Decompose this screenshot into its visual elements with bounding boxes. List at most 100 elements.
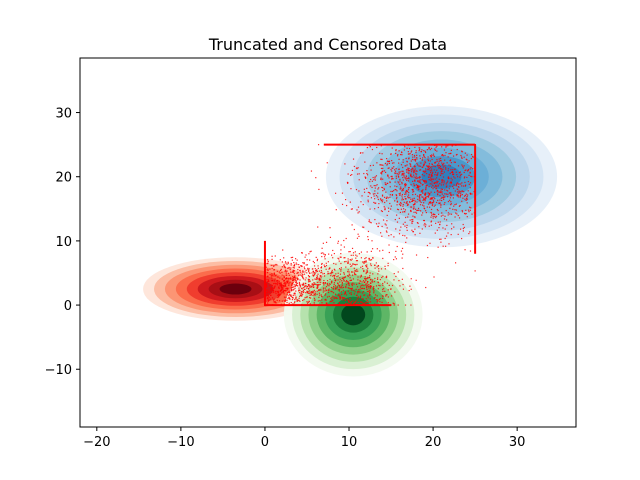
scatter-point <box>431 183 433 185</box>
scatter-point <box>394 256 396 258</box>
scatter-point <box>420 201 422 204</box>
scatter-point <box>329 278 331 281</box>
scatter-point <box>278 296 280 298</box>
scatter-point <box>454 216 456 218</box>
scatter-point <box>464 152 466 154</box>
scatter-point <box>381 186 383 188</box>
scatter-point <box>292 282 294 284</box>
scatter-point <box>370 185 372 187</box>
scatter-point <box>369 181 371 183</box>
scatter-point <box>374 187 376 189</box>
scatter-point <box>463 212 466 215</box>
scatter-point <box>430 220 433 222</box>
scatter-point <box>331 254 333 256</box>
scatter-point <box>294 277 296 279</box>
scatter-point <box>339 273 342 275</box>
scatter-point <box>307 281 310 283</box>
scatter-point <box>441 196 443 199</box>
scatter-point <box>302 278 305 280</box>
scatter-point <box>405 177 407 179</box>
scatter-point <box>447 190 449 192</box>
scatter-point <box>299 274 301 276</box>
scatter-point <box>341 277 344 279</box>
scatter-point <box>430 177 432 179</box>
scatter-point <box>331 296 333 299</box>
scatter-point <box>392 178 394 180</box>
scatter-point <box>306 296 308 298</box>
scatter-point <box>266 294 268 296</box>
scatter-point <box>318 281 320 283</box>
scatter-point <box>339 279 341 281</box>
scatter-point <box>305 296 308 298</box>
scatter-point <box>318 289 321 291</box>
scatter-point <box>364 278 366 280</box>
scatter-point <box>350 188 352 190</box>
scatter-point <box>343 273 345 275</box>
scatter-point <box>285 270 287 272</box>
scatter-point <box>313 271 315 274</box>
scatter-point <box>341 281 343 284</box>
scatter-point <box>285 296 287 298</box>
scatter-point <box>402 211 404 213</box>
scatter-point <box>276 283 278 285</box>
scatter-point <box>336 275 338 278</box>
scatter-point <box>432 185 434 187</box>
scatter-point <box>433 201 435 203</box>
scatter-point <box>458 186 460 188</box>
scatter-point <box>274 282 276 285</box>
scatter-point <box>295 296 297 298</box>
scatter-point <box>426 185 428 187</box>
scatter-point <box>399 192 402 194</box>
scatter-point <box>273 298 275 300</box>
scatter-point <box>346 281 348 283</box>
scatter-point <box>274 301 276 304</box>
scatter-point <box>402 179 404 181</box>
scatter-point <box>368 257 370 260</box>
scatter-point <box>357 206 360 208</box>
scatter-point <box>370 279 372 281</box>
scatter-point <box>315 269 318 272</box>
scatter-point <box>438 160 440 162</box>
scatter-point <box>348 273 350 275</box>
scatter-point <box>328 295 330 298</box>
scatter-point <box>349 263 351 265</box>
scatter-point <box>424 171 426 174</box>
scatter-point <box>291 297 294 299</box>
scatter-point <box>303 288 305 291</box>
scatter-point <box>287 261 289 263</box>
scatter-point <box>286 263 288 265</box>
scatter-point <box>382 275 384 277</box>
scatter-point <box>278 271 280 273</box>
scatter-point <box>366 299 368 301</box>
y-tick-label: −10 <box>45 363 72 378</box>
scatter-point <box>349 259 351 261</box>
scatter-point <box>424 222 426 225</box>
scatter-point <box>267 289 269 291</box>
scatter-point <box>295 297 297 300</box>
scatter-point <box>343 261 346 263</box>
scatter-point <box>344 163 346 165</box>
scatter-point <box>390 295 393 297</box>
scatter-point <box>296 272 298 274</box>
scatter-point <box>347 283 349 285</box>
scatter-point <box>418 226 420 228</box>
scatter-point <box>352 263 354 265</box>
scatter-point <box>281 286 283 288</box>
scatter-point <box>349 287 351 290</box>
scatter-point <box>365 257 367 259</box>
scatter-point <box>283 276 285 278</box>
scatter-point <box>312 270 315 273</box>
scatter-point <box>270 284 272 286</box>
scatter-point <box>339 296 342 298</box>
scatter-point <box>287 262 289 264</box>
scatter-point <box>379 298 381 300</box>
scatter-point <box>419 200 421 202</box>
scatter-point <box>430 211 432 214</box>
scatter-point <box>467 190 469 192</box>
scatter-point <box>426 244 428 247</box>
scatter-point <box>402 223 404 225</box>
scatter-point <box>385 294 387 296</box>
scatter-point <box>282 285 285 287</box>
scatter-point <box>360 266 362 268</box>
scatter-point <box>434 166 436 168</box>
